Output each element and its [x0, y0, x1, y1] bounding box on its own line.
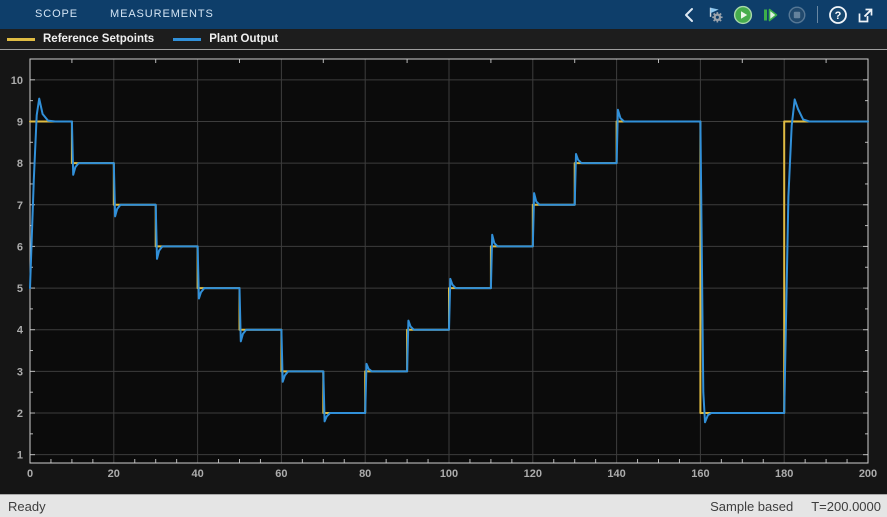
legend-label: Reference Setpoints: [43, 33, 155, 45]
x-tick-label: 40: [191, 468, 203, 480]
x-tick-label: 180: [775, 468, 793, 480]
run-button[interactable]: [733, 5, 753, 25]
y-tick-label: 1: [17, 450, 23, 462]
simulation-time-label: T=200.0000: [811, 498, 881, 514]
stop-icon: [788, 5, 806, 24]
y-tick-label: 4: [17, 325, 24, 337]
x-tick-label: 100: [440, 468, 458, 480]
x-tick-label: 140: [607, 468, 625, 480]
y-tick-label: 7: [17, 200, 23, 212]
chevron-left-icon: [685, 7, 693, 22]
help-button[interactable]: ?: [828, 5, 848, 25]
status-bar: Ready Sample based T=200.0000: [0, 494, 887, 517]
step-forward-button[interactable]: [760, 5, 780, 25]
stop-button[interactable]: [787, 5, 807, 25]
reference-setpoints-line-swatch: [7, 37, 35, 41]
collapse-toolstrip-button[interactable]: [679, 5, 699, 25]
y-tick-label: 9: [17, 116, 23, 128]
x-tick-label: 0: [27, 468, 33, 480]
step-forward-icon: [764, 8, 778, 21]
sample-mode-label: Sample based: [710, 498, 794, 514]
y-tick-label: 8: [17, 158, 23, 170]
run-icon: [733, 5, 753, 24]
toolstrip-tab-bar: SCOPE MEASUREMENTS: [0, 0, 887, 29]
y-tick-label: 3: [17, 366, 23, 378]
series-plant-output: [29, 97, 869, 424]
scope-plot-panel: 0 20 40 60 80 100 120 140 160 180 200 1 2 3 4 5 6 7 8 9 10: [0, 50, 887, 494]
help-icon: ?: [829, 5, 847, 24]
x-tick-label: 160: [691, 468, 709, 480]
x-tick-label: 120: [524, 468, 542, 480]
x-tick-label: 200: [859, 468, 877, 480]
toolbar-divider: [817, 6, 818, 23]
legend-bar: Reference Setpoints Plant Output: [0, 29, 887, 50]
popout-button[interactable]: [855, 5, 875, 25]
x-tick-label: 80: [359, 468, 371, 480]
y-tick-label: 10: [11, 75, 23, 87]
scope-plot[interactable]: 0 20 40 60 80 100 120 140 160 180 200 1 2 3 4 5 6 7 8 9 10: [0, 50, 887, 494]
tab-scope[interactable]: SCOPE: [35, 8, 79, 20]
tab-measurements[interactable]: MEASUREMENTS: [110, 8, 214, 20]
y-tick-label: 2: [17, 408, 23, 420]
pop-out-icon: [858, 8, 873, 22]
status-text: Ready: [8, 498, 46, 514]
x-tick-label: 60: [275, 468, 287, 480]
svg-text:?: ?: [835, 10, 842, 22]
quick-access-toolbar: ?: [679, 0, 887, 29]
legend-item-plant-output[interactable]: Plant Output: [173, 33, 290, 45]
legend-label: Plant Output: [209, 33, 279, 45]
y-tick-label: 5: [17, 283, 23, 295]
y-tick-label: 6: [17, 241, 23, 253]
plant-output-line-swatch: [173, 37, 202, 41]
simulation-settings-button[interactable]: [706, 5, 726, 25]
x-tick-label: 20: [108, 468, 120, 480]
legend-item-reference-setpoints[interactable]: Reference Setpoints: [7, 33, 166, 45]
flag-gear-icon: [709, 7, 723, 22]
